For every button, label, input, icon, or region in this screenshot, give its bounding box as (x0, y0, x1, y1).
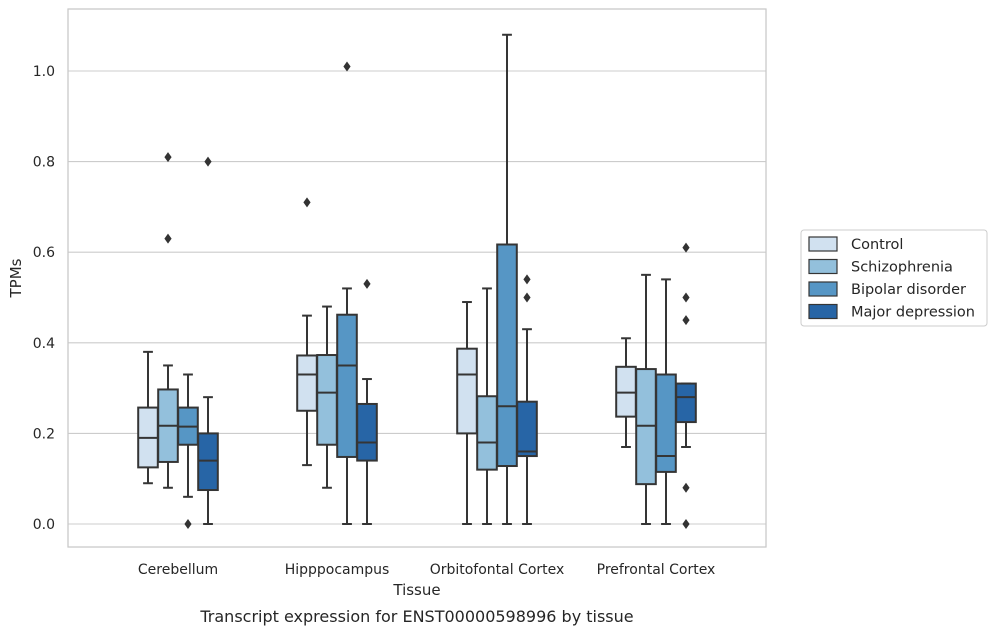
legend-label: Major depression (851, 305, 975, 321)
boxes (137, 33, 697, 529)
x-tick-label: Orbitofontal Cortex (430, 562, 565, 578)
outlier-point (343, 61, 351, 72)
legend: Control Schizophrenia Bipolar disorder Majo… (800, 229, 988, 327)
x-axis-label: Tissue (392, 581, 440, 599)
outlier-point (523, 274, 531, 285)
iqr-box (655, 373, 677, 473)
iqr-box (456, 347, 478, 435)
outlier-point (164, 152, 172, 163)
box-control (137, 350, 159, 485)
iqr-box (496, 243, 518, 468)
outlier-point (682, 292, 690, 303)
outlier-point (682, 315, 690, 326)
outlier-point (682, 242, 690, 253)
outlier-point (303, 197, 311, 208)
iqr-box (197, 432, 219, 492)
x-tick-labels: Cerebellum Hipppocampus Orbitofontal Corte… (138, 562, 715, 578)
outlier-point (184, 519, 192, 529)
outlier-point (682, 482, 690, 493)
legend-swatch (808, 236, 838, 252)
y-tick-labels: 0.0 0.2 0.4 0.6 0.8 1.0 (33, 64, 55, 533)
iqr-box (356, 402, 378, 462)
box-major-depression (675, 242, 697, 529)
legend-label: Control (851, 237, 903, 253)
box-control (456, 301, 478, 525)
outlier-point (363, 278, 371, 289)
y-tick-label: 0.8 (33, 155, 55, 171)
iqr-box (675, 382, 697, 424)
outlier-point (204, 156, 212, 167)
box-major-depression (356, 278, 378, 525)
iqr-box (316, 354, 338, 446)
y-tick-label: 1.0 (33, 64, 55, 80)
box-schizophrenia (157, 152, 179, 489)
box-major-depression (516, 274, 538, 525)
x-tick-label: Cerebellum (138, 562, 218, 578)
box-bipolar-disorder (336, 61, 358, 525)
x-tick-label: Hipppocampus (285, 562, 390, 578)
box-bipolar-disorder (496, 33, 518, 525)
iqr-box (476, 395, 498, 471)
legend-frame (800, 229, 988, 327)
iqr-box (296, 354, 318, 412)
chart-caption: Transcript expression for ENST0000059899… (199, 607, 633, 626)
iqr-box (336, 313, 358, 458)
box-major-depression (197, 156, 219, 525)
box-bipolar-disorder (177, 373, 199, 529)
legend-swatch (808, 258, 838, 275)
box-schizophrenia (635, 273, 657, 525)
legend-swatch (808, 303, 838, 320)
legend-label: Schizophrenia (851, 260, 953, 276)
y-tick-label: 0.2 (33, 426, 55, 442)
plot-frame (67, 8, 767, 548)
y-tick-label: 0.4 (33, 336, 55, 352)
legend-label: Bipolar disorder (851, 282, 966, 298)
outlier-point (164, 233, 172, 244)
box-bipolar-disorder (655, 278, 677, 525)
legend-swatch (808, 281, 838, 297)
outlier-point (682, 519, 690, 529)
y-tick-label: 0.6 (33, 245, 55, 261)
y-axis-label: TPMs (7, 258, 25, 298)
y-tick-label: 0.0 (33, 517, 55, 533)
x-tick-label: Prefrontal Cortex (597, 562, 716, 578)
iqr-box (516, 400, 538, 458)
outlier-point (523, 292, 531, 303)
